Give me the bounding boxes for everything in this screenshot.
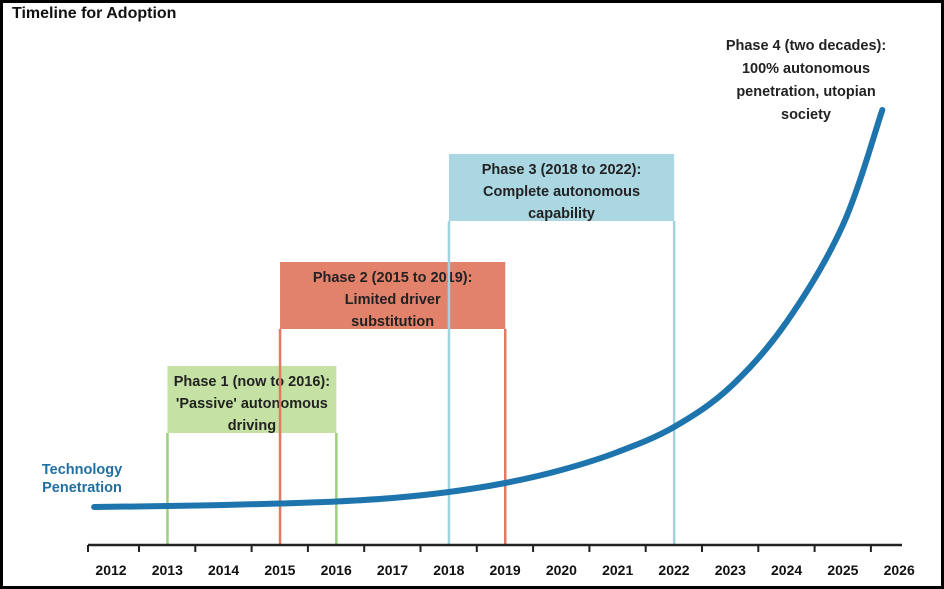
series-label-line: Penetration <box>42 480 122 496</box>
phase-4-label-line: 100% autonomous <box>742 61 870 77</box>
phase-2-label-line: substitution <box>351 314 434 330</box>
phase-3-label-line: capability <box>528 206 595 222</box>
x-tick-label: 2021 <box>602 562 633 578</box>
phase-2: Phase 2 (2015 to 2019): Limited driver sub… <box>278 262 507 545</box>
phase-1-label-line: Phase 1 (now to 2016): <box>174 374 330 390</box>
x-tick-label: 2023 <box>715 562 746 578</box>
x-tick-label: 2016 <box>321 562 352 578</box>
phase-2-label-line: Limited driver <box>345 292 441 308</box>
x-tick-label: 2026 <box>884 562 915 578</box>
x-tick-label: 2014 <box>208 562 239 578</box>
x-tick-label: 2020 <box>546 562 577 578</box>
phase-1-label-line: 'Passive' autonomous <box>176 396 328 412</box>
figure-title: Timeline for Adoption <box>12 5 177 22</box>
phase-4-label-line: society <box>781 107 831 123</box>
phase-1-label-line: driving <box>228 418 276 434</box>
phase-3-label-line: Complete autonomous <box>483 184 640 200</box>
x-tick-label: 2022 <box>658 562 689 578</box>
phase-1-box <box>167 366 337 433</box>
phase-2-label-line: Phase 2 (2015 to 2019): <box>313 270 473 286</box>
phase-3-box <box>448 154 675 221</box>
x-tick-label: 2024 <box>771 562 802 578</box>
x-tick-label: 2025 <box>827 562 858 578</box>
series-label-line: Technology <box>42 462 122 478</box>
phase-4-label-line: penetration, utopian <box>736 84 875 100</box>
technology-penetration-curve <box>91 107 886 510</box>
x-tick-label: 2017 <box>377 562 408 578</box>
x-tick-label: 2012 <box>95 562 126 578</box>
x-tick-label: 2018 <box>433 562 464 578</box>
phase-1: Phase 1 (now to 2016): 'Passive' autonomo… <box>166 366 338 545</box>
x-tick-label: 2019 <box>490 562 521 578</box>
x-tick-label: 2013 <box>152 562 183 578</box>
x-tick-label: 2015 <box>264 562 295 578</box>
phase-3-label-line: Phase 3 (2018 to 2022): <box>482 162 642 178</box>
phase-4-label-line: Phase 4 (two decades): <box>726 38 886 54</box>
phase-2-box <box>280 262 506 329</box>
